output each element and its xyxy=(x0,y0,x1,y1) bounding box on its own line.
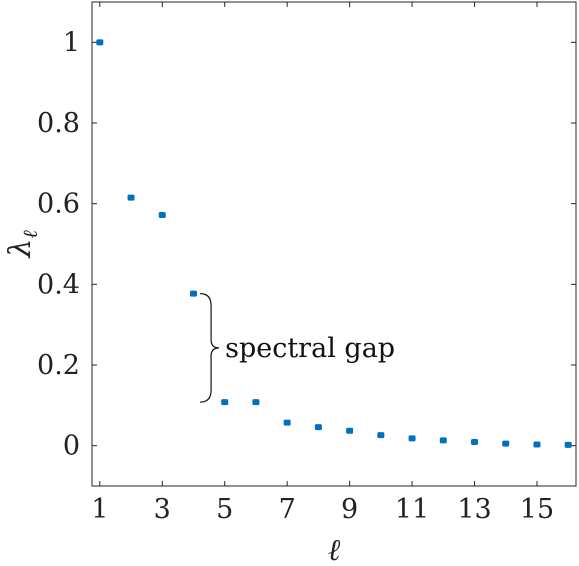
x-tick-label: 1 xyxy=(91,494,108,525)
data-point xyxy=(408,435,416,442)
data-point xyxy=(127,194,135,201)
data-points xyxy=(96,39,572,448)
y-tick-label: 0.2 xyxy=(37,350,80,381)
x-tick-label: 5 xyxy=(216,494,233,525)
data-point xyxy=(96,39,104,46)
y-axis-label: λℓ xyxy=(3,230,42,259)
data-point xyxy=(533,441,541,448)
data-point xyxy=(564,441,572,448)
data-point xyxy=(221,399,229,406)
data-point xyxy=(158,211,166,218)
y-tick-label: 0 xyxy=(63,431,80,462)
data-point xyxy=(502,440,510,447)
data-point xyxy=(283,419,291,426)
data-point xyxy=(439,437,447,444)
y-tick-label: 0.6 xyxy=(37,189,80,220)
data-point xyxy=(471,439,479,446)
data-point xyxy=(346,427,354,434)
y-axis-label-main: λ xyxy=(3,239,38,259)
x-tick-label: 15 xyxy=(520,494,554,525)
x-tick-label: 11 xyxy=(395,494,429,525)
x-tick-label: 9 xyxy=(341,494,358,525)
y-axis-label-sub: ℓ xyxy=(18,230,42,239)
y-tick-label: 0.4 xyxy=(37,269,80,300)
data-point xyxy=(189,290,197,297)
data-point xyxy=(252,399,260,406)
data-point xyxy=(314,424,322,431)
x-tick-label: 7 xyxy=(279,494,296,525)
x-tick-label: 3 xyxy=(154,494,171,525)
x-tick-label: 13 xyxy=(457,494,491,525)
x-axis-label: ℓ xyxy=(328,533,341,566)
y-tick-label: 0.8 xyxy=(37,108,80,139)
y-axis: 0 0.2 0.4 0.6 0.8 1 xyxy=(37,27,576,462)
spectral-gap-label: spectral gap xyxy=(225,333,395,364)
plot-area xyxy=(91,1,577,487)
y-tick-label: 1 xyxy=(63,27,80,58)
data-point xyxy=(377,432,385,439)
x-axis: 1 3 5 7 9 11 13 15 xyxy=(91,2,554,525)
